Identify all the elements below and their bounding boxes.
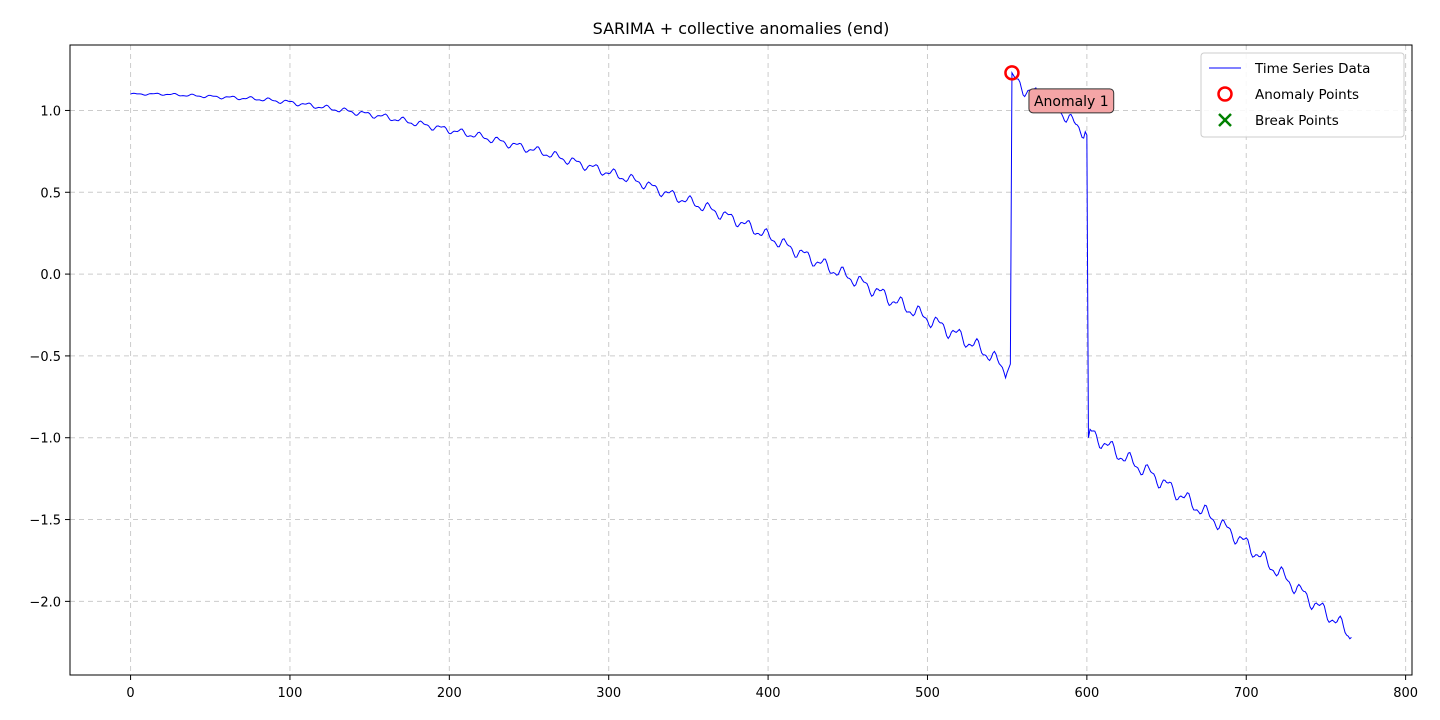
anomaly-point	[1004, 65, 1020, 81]
y-tick-label: 1.0	[40, 104, 61, 119]
legend-label: Anomaly Points	[1255, 87, 1359, 103]
grid	[70, 45, 1412, 675]
y-tick-label: −1.0	[29, 432, 61, 447]
plot-content	[130, 65, 1352, 640]
x-tick-label: 800	[1393, 686, 1418, 701]
series-line-time-series-data	[130, 71, 1352, 640]
anomaly-annotation-box	[1028, 88, 1115, 114]
legend-x-marker	[1218, 113, 1232, 127]
x-tick-label: 500	[915, 686, 940, 701]
x-tick-label: 100	[278, 686, 303, 701]
legend: Time Series Data Anomaly Points Break Poin…	[1200, 52, 1405, 138]
y-tick-label: 0.0	[40, 268, 61, 283]
legend-entry: Anomaly Points	[1217, 86, 1359, 103]
x-tick-label: 300	[596, 686, 621, 701]
chart-title: SARIMA + collective anomalies (end)	[593, 19, 890, 38]
y-tick-label: −2.0	[29, 595, 61, 610]
anomaly-annotation-text: Anomaly 1	[1034, 94, 1109, 110]
y-tick-label: −0.5	[29, 350, 61, 365]
legend-entry: Break Points	[1218, 113, 1339, 129]
legend-entry: Time Series Data	[1209, 61, 1370, 77]
axis-ticks: 0 100 200 300 400 500 600 700 800 −2.0 −1.5 −1.0 −0.…	[29, 104, 1418, 701]
x-tick-label: 400	[756, 686, 781, 701]
legend-label: Break Points	[1255, 113, 1339, 129]
axes-frame	[69, 44, 1413, 676]
y-tick-label: 0.5	[40, 186, 61, 201]
anomaly-annotation: Anomaly 1	[1028, 88, 1115, 114]
legend-label: Time Series Data	[1254, 61, 1370, 77]
y-tick-label: −1.5	[29, 514, 61, 529]
x-tick-label: 600	[1074, 686, 1099, 701]
legend-circle-marker	[1217, 86, 1233, 102]
x-tick-label: 700	[1234, 686, 1259, 701]
annotations: Anomaly 1	[1028, 88, 1115, 114]
legend-box	[1200, 52, 1405, 138]
x-tick-label: 0	[126, 686, 134, 701]
x-tick-label: 200	[437, 686, 462, 701]
